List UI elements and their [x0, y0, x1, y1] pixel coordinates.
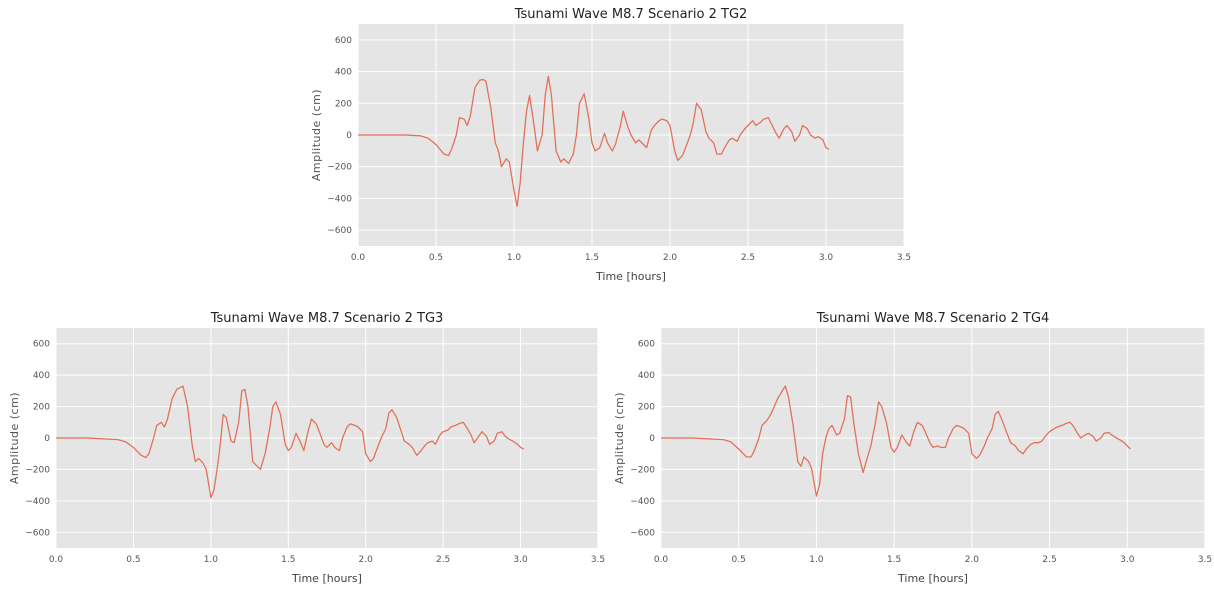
y-tick-label: −400 — [630, 497, 655, 507]
series-layer — [56, 385, 524, 499]
x-tick-label: 0.0 — [654, 555, 669, 565]
tick-labels: 0.0 0.5 1.0 1.5 2.0 2.5 3.0 3.5 600 400 200 0 −200 −4… — [25, 340, 605, 565]
series-line — [56, 385, 524, 499]
x-tick-label: 3.5 — [591, 555, 605, 565]
x-tick-label: 1.5 — [281, 555, 295, 565]
x-tick-label: 3.0 — [819, 253, 834, 263]
x-tick-label: 1.0 — [507, 253, 522, 263]
x-tick-label: 0.5 — [429, 253, 443, 263]
x-tick-label: 1.5 — [887, 555, 901, 565]
y-tick-label: −600 — [630, 528, 655, 538]
y-tick-label: −400 — [327, 194, 352, 204]
y-tick-label: 400 — [33, 371, 50, 381]
y-tick-label: 200 — [335, 99, 352, 109]
series-line — [661, 385, 1131, 497]
y-tick-label: 400 — [638, 371, 655, 381]
x-tick-label: 2.0 — [359, 555, 374, 565]
y-axis-label: Amplitude (cm) — [8, 392, 21, 484]
y-tick-label: 600 — [638, 340, 655, 350]
y-axis-label: Amplitude (cm) — [310, 89, 323, 181]
x-tick-label: 2.0 — [663, 253, 678, 263]
x-tick-label: 0.0 — [351, 253, 366, 263]
x-tick-label: 2.0 — [965, 555, 980, 565]
y-axis-label: Amplitude (cm) — [613, 392, 626, 484]
y-tick-label: 600 — [335, 36, 352, 46]
x-tick-label: 3.5 — [1198, 555, 1212, 565]
series-layer — [661, 385, 1131, 497]
y-tick-label: 200 — [638, 403, 655, 413]
series-line — [358, 75, 830, 208]
tick-labels: 0.0 0.5 1.0 1.5 2.0 2.5 3.0 3.5 600 400 200 0 −200 −4… — [630, 340, 1212, 565]
y-tick-label: −600 — [327, 226, 352, 236]
x-axis-label: Time [hours] — [897, 572, 968, 585]
chart-title: Tsunami Wave M8.7 Scenario 2 TG3 — [210, 311, 444, 326]
x-tick-label: 1.0 — [809, 555, 824, 565]
x-tick-label: 0.0 — [49, 555, 64, 565]
y-tick-label: 400 — [335, 68, 352, 78]
x-tick-label: 0.5 — [126, 555, 140, 565]
x-tick-label: 2.5 — [436, 555, 450, 565]
y-tick-label: −400 — [25, 497, 50, 507]
grid — [55, 328, 599, 548]
chart-title: Tsunami Wave M8.7 Scenario 2 TG2 — [514, 7, 748, 22]
tick-labels: 0.0 0.5 1.0 1.5 2.0 2.5 3.0 3.5 600 400 200 0 −200 −4… — [327, 36, 911, 263]
grid — [357, 24, 905, 246]
series-layer — [358, 75, 830, 208]
x-tick-label: 3.0 — [1120, 555, 1135, 565]
x-tick-label: 1.0 — [204, 555, 219, 565]
x-tick-label: 2.5 — [741, 253, 755, 263]
y-tick-label: 0 — [44, 434, 50, 444]
x-tick-label: 3.0 — [513, 555, 528, 565]
x-tick-label: 3.5 — [897, 253, 911, 263]
x-axis-label: Time [hours] — [595, 270, 666, 283]
x-tick-label: 2.5 — [1042, 555, 1056, 565]
y-tick-label: 200 — [33, 403, 50, 413]
y-tick-label: −200 — [630, 465, 655, 475]
x-tick-label: 1.5 — [585, 253, 599, 263]
grid — [660, 328, 1206, 548]
y-tick-label: −600 — [25, 528, 50, 538]
x-tick-label: 0.5 — [732, 555, 746, 565]
x-axis-label: Time [hours] — [291, 572, 362, 585]
y-tick-label: 600 — [33, 340, 50, 350]
y-tick-label: −200 — [25, 465, 50, 475]
y-tick-label: 0 — [649, 434, 655, 444]
y-tick-label: −200 — [327, 163, 352, 173]
chart-title: Tsunami Wave M8.7 Scenario 2 TG4 — [816, 311, 1050, 326]
y-tick-label: 0 — [346, 131, 352, 141]
